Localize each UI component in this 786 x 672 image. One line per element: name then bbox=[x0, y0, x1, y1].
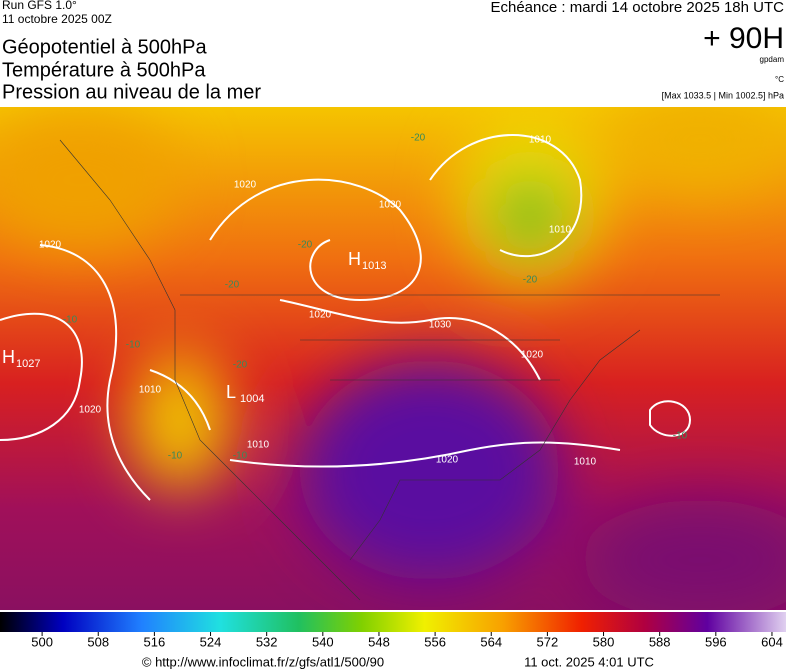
isobar-label: 1020 bbox=[39, 240, 62, 251]
isobar-label: 1020 bbox=[79, 405, 102, 416]
isobars bbox=[0, 134, 692, 501]
unit-temp: °C bbox=[775, 75, 784, 84]
isobar-label: 1020 bbox=[234, 180, 257, 191]
run-date: 11 octobre 2025 00Z bbox=[2, 12, 112, 26]
colorbar-tick-label: 508 bbox=[87, 634, 109, 649]
center-pressure: 1027 bbox=[16, 358, 40, 370]
lead-time: + 90H bbox=[703, 22, 784, 55]
center-symbol: L bbox=[226, 382, 236, 402]
title-line: Géopotentiel à 500hPa bbox=[2, 36, 207, 58]
coastlines bbox=[59, 139, 720, 601]
center-pressure: 1004 bbox=[240, 393, 264, 405]
colorbar bbox=[0, 612, 786, 632]
isobar-label: 1030 bbox=[429, 320, 452, 331]
run: Run GFS 1.0° bbox=[2, 0, 77, 12]
temperature-label: -20 bbox=[233, 360, 248, 371]
temperature-label: -10 bbox=[63, 315, 78, 326]
isobar-label: 1010 bbox=[139, 385, 162, 396]
isobar-label: 1030 bbox=[379, 200, 402, 211]
colorbar-tick-label: 572 bbox=[537, 634, 559, 649]
temperature-label: -20 bbox=[411, 133, 426, 144]
temperature-label: -10 bbox=[233, 451, 248, 462]
center-pressure: 1013 bbox=[362, 260, 386, 272]
colorbar-tick-label: 580 bbox=[593, 634, 615, 649]
colorbar-tick-label: 516 bbox=[144, 634, 166, 649]
center-symbol: H bbox=[2, 347, 15, 367]
isobar-label: 1010 bbox=[549, 225, 572, 236]
title-line: Température à 500hPa bbox=[2, 59, 206, 81]
temperature-label: -20 bbox=[298, 240, 313, 251]
colorbar-tick-label: 540 bbox=[312, 634, 334, 649]
center-symbol: H bbox=[348, 249, 361, 269]
map-field bbox=[0, 107, 786, 610]
isobar-label: 1020 bbox=[309, 310, 332, 321]
title-line: Pression au niveau de la mer bbox=[2, 81, 261, 103]
source: © http://www.infoclimat.fr/z/gfs/atl1/50… bbox=[142, 654, 384, 669]
isobar-label: 1020 bbox=[436, 455, 459, 466]
pressure-range: [Max 1033.5 | Min 1002.5] hPa bbox=[662, 90, 784, 100]
colorbar-tick-label: 500 bbox=[31, 634, 53, 649]
temperature-label: -10 bbox=[168, 451, 183, 462]
temperature-label: -10 bbox=[673, 431, 688, 442]
generated: 11 oct. 2025 4:01 UTC bbox=[524, 654, 654, 669]
temperature-label: -20 bbox=[523, 275, 538, 286]
temperature-label: -10 bbox=[126, 340, 141, 351]
valid-time: Echéance : mardi 14 octobre 2025 18h UTC bbox=[490, 0, 784, 16]
colorbar-tick-label: 604 bbox=[761, 634, 783, 649]
colorbar-tick-label: 588 bbox=[649, 634, 671, 649]
isobar-label: 1020 bbox=[521, 350, 544, 361]
isobar-label: 1010 bbox=[247, 440, 270, 451]
colorbar-tick-label: 548 bbox=[368, 634, 390, 649]
colorbar-tick-label: 556 bbox=[424, 634, 446, 649]
isobar-label: 1010 bbox=[574, 457, 597, 468]
temperature-label: -20 bbox=[225, 280, 240, 291]
colorbar-tick-label: 532 bbox=[256, 634, 278, 649]
unit-geo: gpdam bbox=[760, 55, 785, 64]
isobar-label: 1010 bbox=[529, 135, 552, 146]
colorbar-tick-label: 564 bbox=[480, 634, 502, 649]
colorbar-tick-label: 596 bbox=[705, 634, 727, 649]
colorbar-tick-label: 524 bbox=[200, 634, 222, 649]
